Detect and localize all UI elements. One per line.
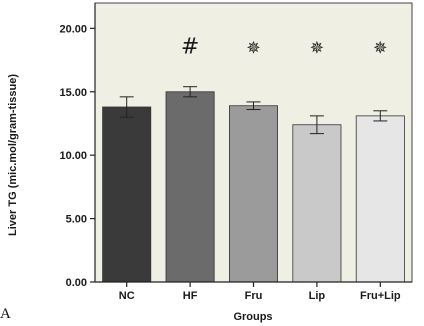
bar-nc [102, 106, 152, 283]
x-tick-label: NC [119, 290, 135, 302]
bar-lip [292, 124, 342, 283]
x-tick-label: Lip [309, 290, 326, 302]
x-axis: NC HF Fru Lip Fru+Lip [95, 281, 412, 302]
asterisk-marker: ✵ [373, 39, 387, 59]
bar-fru-lip [355, 115, 405, 283]
error-bars-group [119, 86, 388, 135]
significance-markers-group: # ✵ ✵ ✵ [181, 35, 388, 60]
y-tick-label: 10.00 [59, 150, 87, 162]
y-tick-label: 15.00 [59, 87, 87, 99]
y-tick-label: 0.00 [66, 277, 87, 289]
hash-marker: # [181, 35, 199, 60]
y-tick-label: 20.00 [59, 23, 87, 35]
x-tick-label: HF [183, 290, 198, 302]
x-tick-label: Fru [245, 290, 263, 302]
y-axis-title: Liver TG (mic.mol/gram-tissue) [7, 74, 19, 236]
y-tick-label: 5.00 [66, 214, 87, 226]
x-tick-label: Fru+Lip [360, 290, 401, 302]
panel-letter: A [0, 306, 11, 322]
bars-group [102, 91, 405, 283]
asterisk-marker: ✵ [310, 39, 324, 59]
bar-hf [165, 91, 215, 283]
bar-fru [229, 105, 278, 283]
asterisk-marker: ✵ [246, 39, 260, 59]
y-axis: 0.00 5.00 10.00 15.00 20.00 [59, 3, 96, 289]
x-axis-title: Groups [233, 311, 272, 323]
